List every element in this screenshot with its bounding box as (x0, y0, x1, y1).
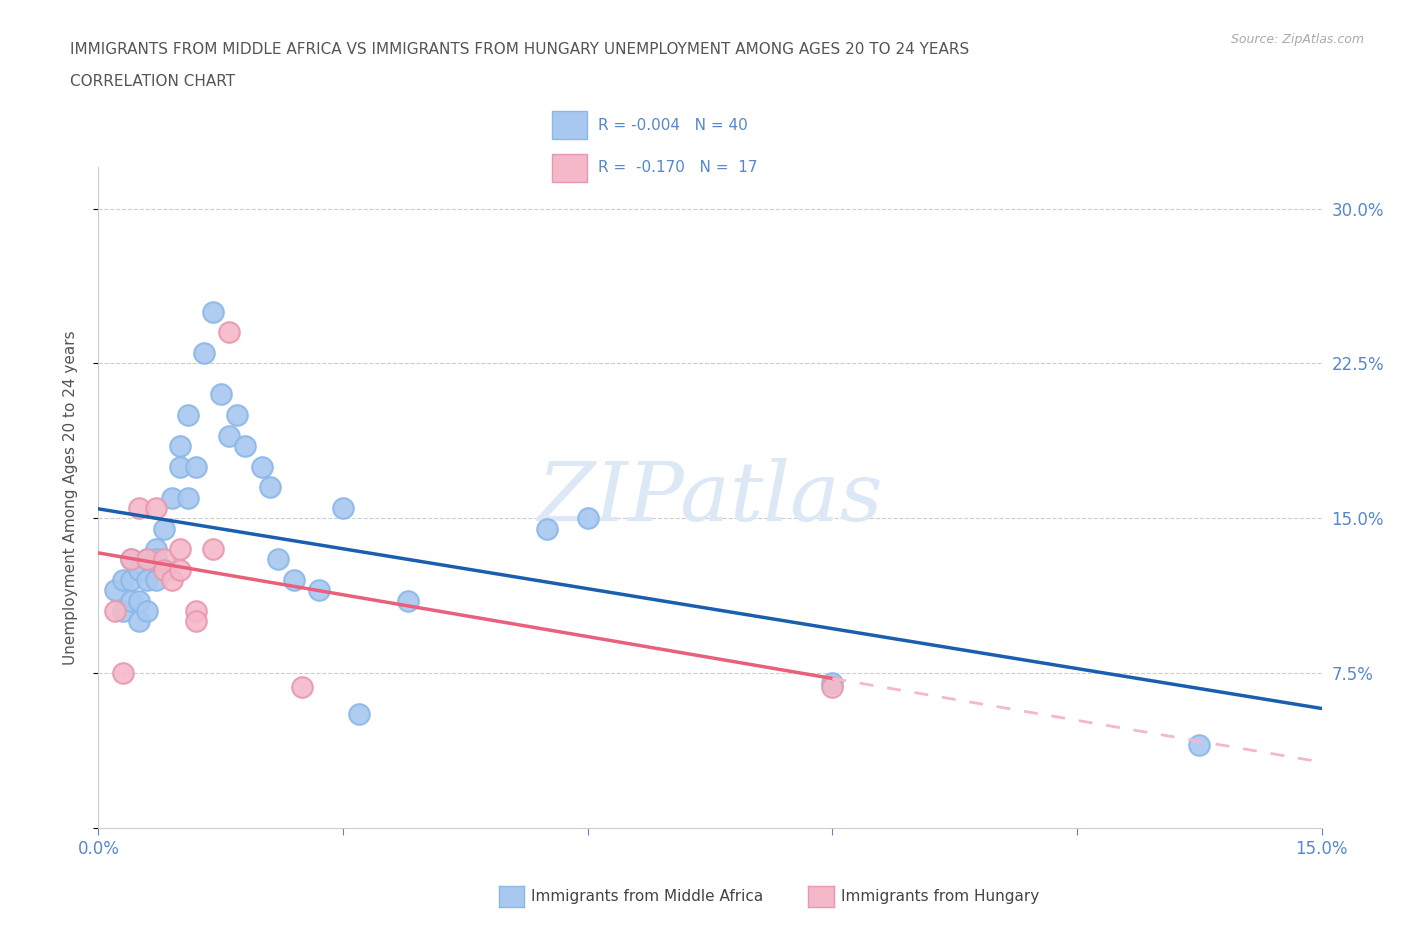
Point (536, 521, 558, 536)
Text: IMMIGRANTS FROM MIDDLE AFRICA VS IMMIGRANTS FROM HUNGARY UNEMPLOYMENT AMONG AGES: IMMIGRANTS FROM MIDDLE AFRICA VS IMMIGRA… (70, 42, 970, 57)
Point (821, 680, 844, 695)
Point (233, 439, 256, 454)
Point (136, 604, 159, 618)
Point (145, 552, 167, 567)
Point (120, 552, 142, 567)
Text: Source: ZipAtlas.com: Source: ZipAtlas.com (1230, 33, 1364, 46)
Point (111, 604, 134, 618)
Point (111, 573, 134, 588)
Point (128, 563, 150, 578)
Point (291, 680, 314, 695)
Point (1188, 737, 1211, 752)
Point (201, 541, 224, 556)
Text: ZIPatlas: ZIPatlas (537, 458, 883, 538)
Bar (551, 111, 588, 140)
Bar (551, 153, 588, 182)
Point (128, 614, 150, 629)
Y-axis label: Unemployment Among Ages 20 to 24 years: Unemployment Among Ages 20 to 24 years (63, 330, 77, 665)
Point (576, 511, 599, 525)
Point (201, 304, 224, 319)
Point (120, 573, 142, 588)
Point (259, 480, 281, 495)
Point (218, 326, 240, 340)
Point (186, 614, 208, 629)
Point (136, 552, 159, 567)
Point (169, 563, 191, 578)
Point (152, 521, 174, 536)
Point (104, 604, 127, 618)
Point (396, 593, 419, 608)
Point (169, 439, 191, 454)
Point (308, 583, 330, 598)
Point (160, 573, 183, 588)
Point (283, 573, 305, 588)
Point (332, 500, 354, 515)
Point (128, 500, 150, 515)
Text: R = -0.004   N = 40: R = -0.004 N = 40 (598, 118, 748, 133)
Text: Immigrants from Hungary: Immigrants from Hungary (841, 889, 1039, 904)
Point (120, 552, 142, 567)
Point (145, 500, 167, 515)
Point (169, 541, 191, 556)
Point (209, 387, 232, 402)
Point (218, 428, 240, 443)
Point (145, 541, 167, 556)
Point (152, 552, 174, 567)
Point (177, 407, 200, 422)
Point (821, 676, 844, 691)
Point (111, 666, 134, 681)
Text: CORRELATION CHART: CORRELATION CHART (70, 74, 235, 89)
Point (186, 604, 208, 618)
Point (193, 346, 215, 361)
Point (104, 583, 127, 598)
Point (136, 573, 159, 588)
Text: R =  -0.170   N =  17: R = -0.170 N = 17 (598, 160, 756, 175)
Point (128, 593, 150, 608)
Point (250, 459, 273, 474)
Point (160, 490, 183, 505)
Point (169, 459, 191, 474)
Point (120, 593, 142, 608)
Point (177, 490, 200, 505)
Point (145, 573, 167, 588)
Point (349, 707, 371, 722)
Text: Immigrants from Middle Africa: Immigrants from Middle Africa (531, 889, 763, 904)
Point (226, 407, 249, 422)
Point (152, 563, 174, 578)
Point (267, 552, 290, 567)
Point (136, 552, 159, 567)
Point (186, 459, 208, 474)
